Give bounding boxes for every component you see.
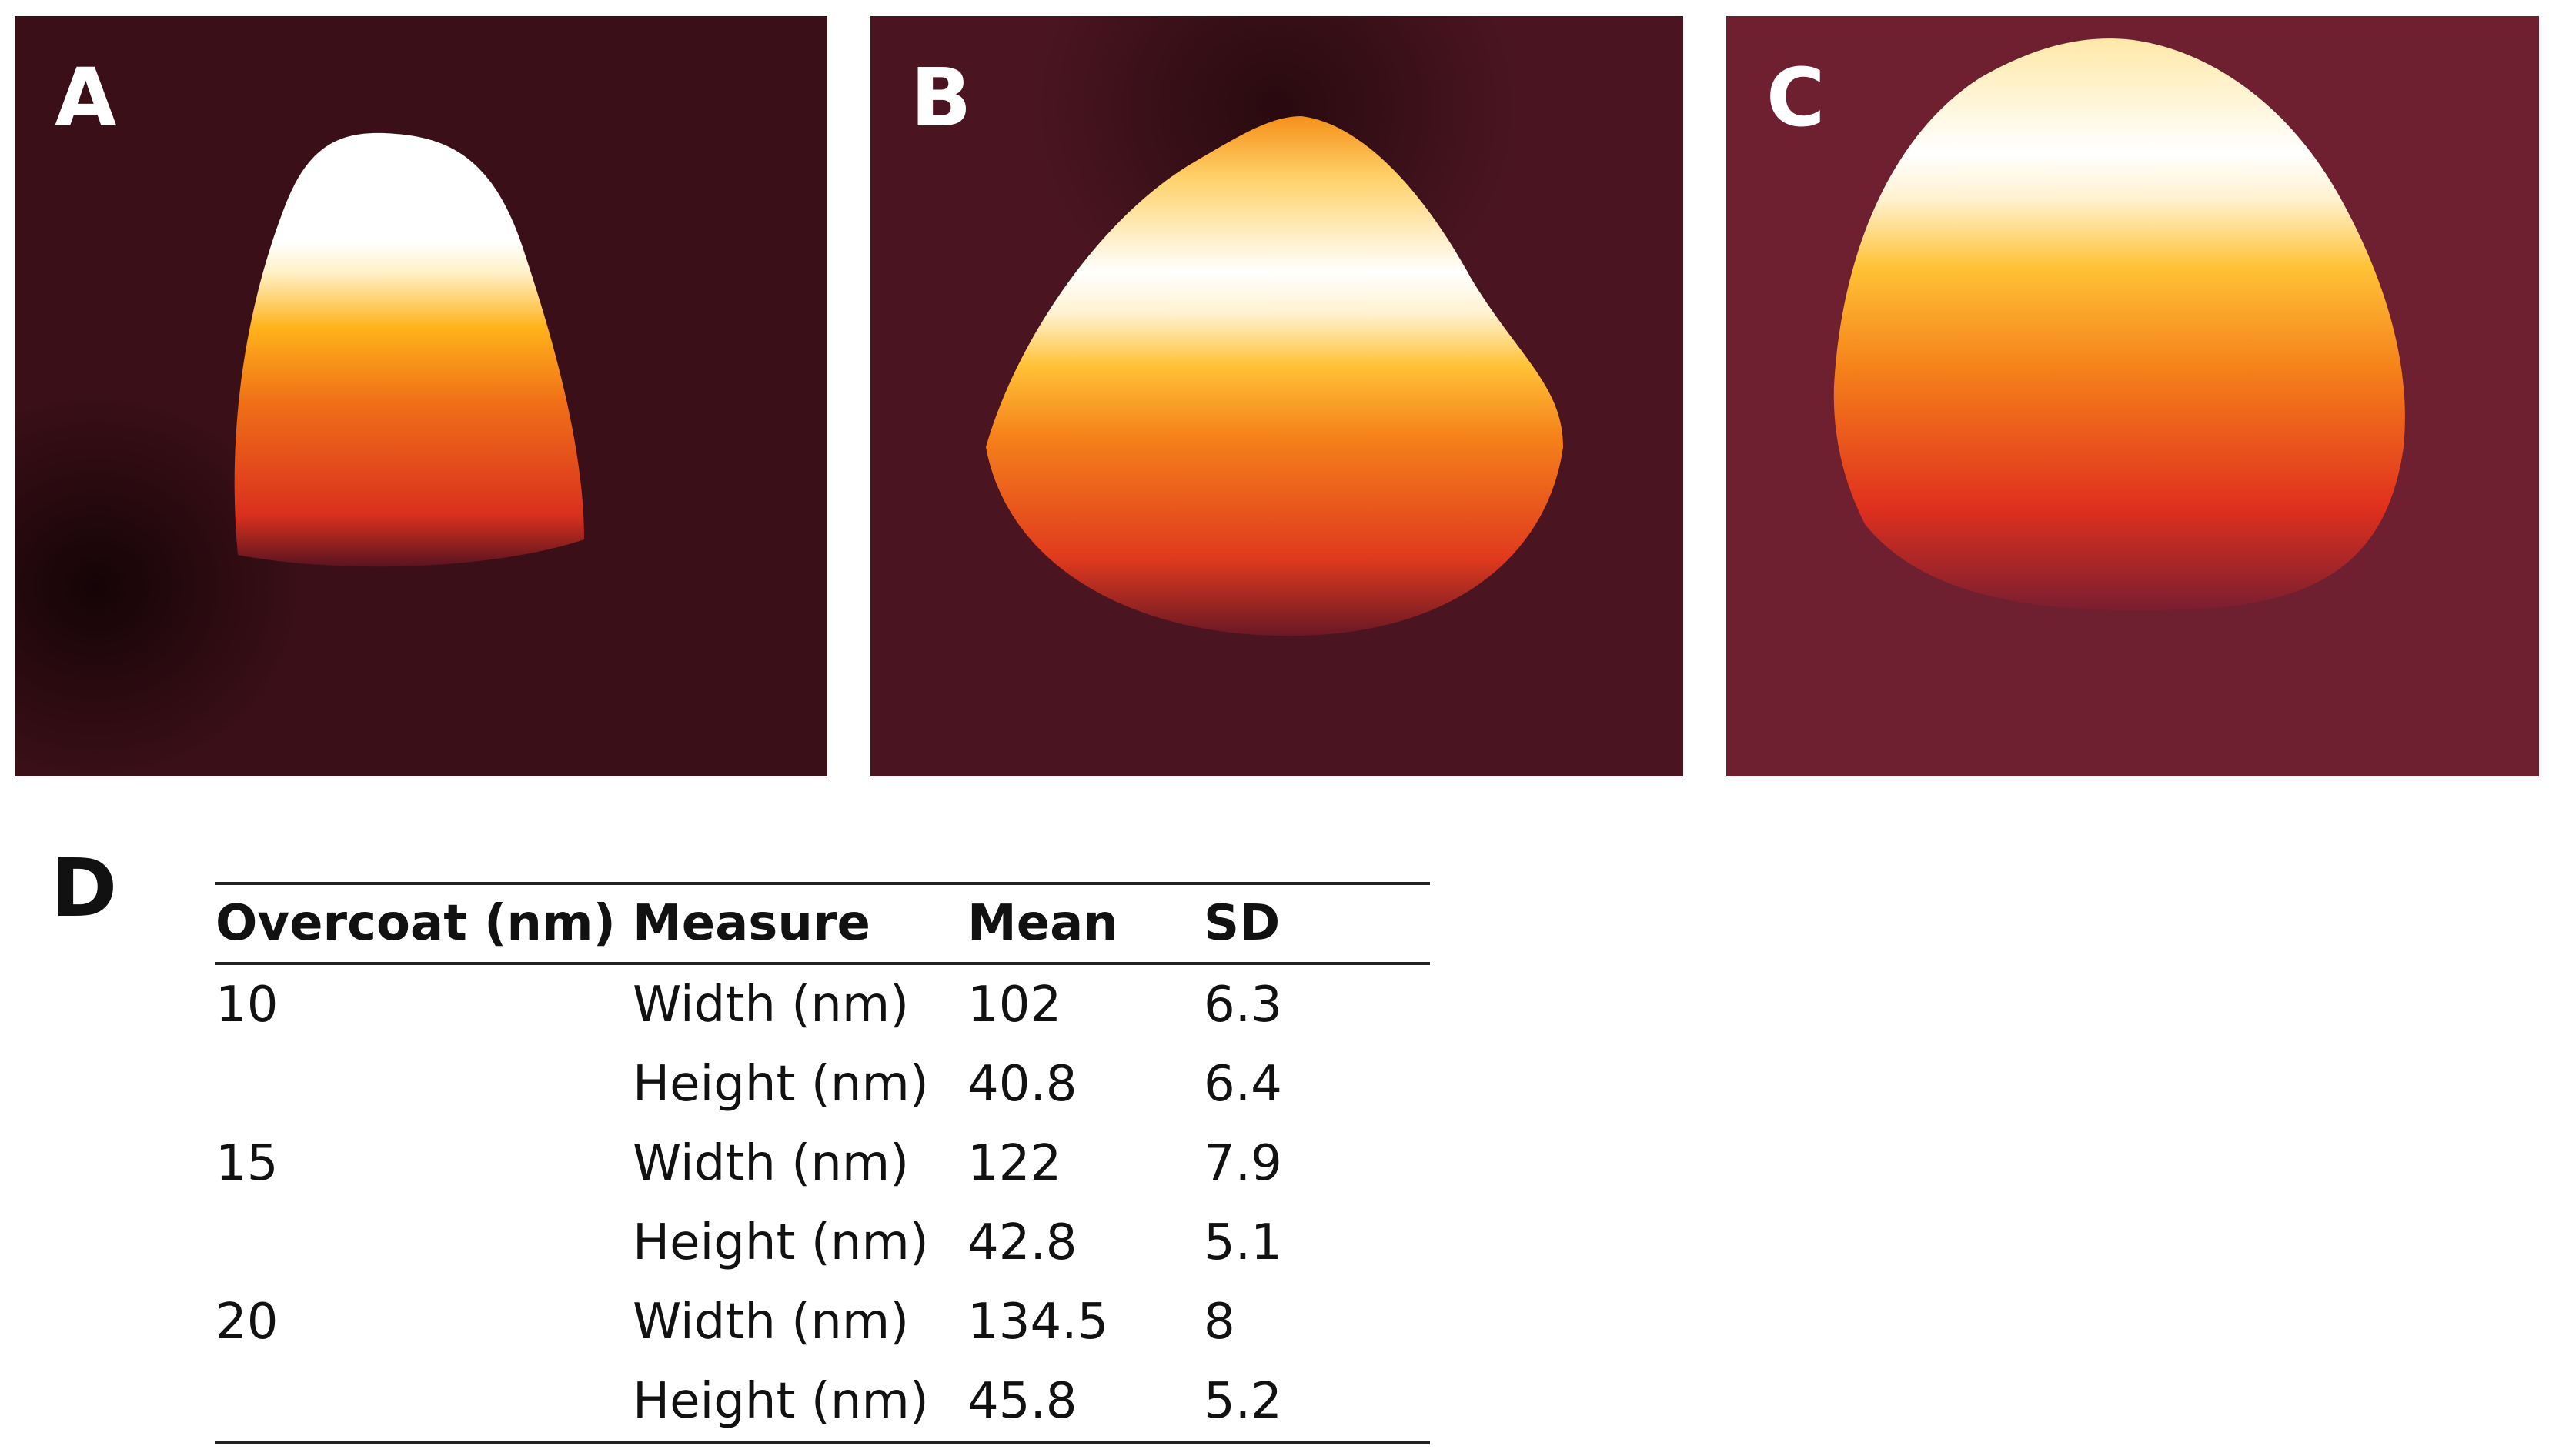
cell-measure: Width (nm) (633, 1134, 910, 1192)
panel-label-a: A (55, 51, 117, 145)
measurements-table: Overcoat (nm) Measure Mean SD 10 Width (… (215, 882, 1430, 1444)
header-sd: SD (1204, 895, 1281, 952)
table-row: Height (nm) 40.8 6.4 (215, 1044, 1430, 1124)
panel-label-c: C (1766, 51, 1826, 145)
table-row: Height (nm) 42.8 5.1 (215, 1203, 1430, 1282)
cell-mean: 122 (967, 1134, 1062, 1192)
header-mean: Mean (967, 895, 1118, 952)
nanostructure-peak (986, 116, 1563, 636)
table-row: 10 Width (nm) 102 6.3 (215, 963, 1430, 1044)
afm-image-a (15, 16, 827, 776)
cell-measure: Width (nm) (633, 1293, 910, 1351)
table-row: 15 Width (nm) 122 7.9 (215, 1124, 1430, 1203)
cell-mean: 40.8 (967, 1055, 1077, 1113)
cell-measure: Height (nm) (633, 1055, 929, 1113)
cell-overcoat: 20 (215, 1293, 279, 1351)
table-header-row: Overcoat (nm) Measure Mean SD (215, 883, 1430, 963)
cell-measure: Height (nm) (633, 1372, 929, 1430)
nanostructure-peak (234, 132, 584, 567)
cell-sd: 5.1 (1204, 1214, 1282, 1271)
afm-panel-b: B (870, 16, 1683, 776)
cell-sd: 6.3 (1204, 976, 1282, 1034)
cell-mean: 42.8 (967, 1214, 1077, 1271)
cell-mean: 45.8 (967, 1372, 1077, 1430)
cell-measure: Width (nm) (633, 976, 910, 1034)
cell-overcoat: 10 (215, 976, 279, 1034)
cell-sd: 5.2 (1204, 1372, 1282, 1430)
cell-measure: Height (nm) (633, 1214, 929, 1271)
header-overcoat: Overcoat (nm) (215, 895, 616, 952)
afm-image-c (1726, 16, 2539, 776)
cell-overcoat (215, 1361, 633, 1443)
afm-panel-c: C (1726, 16, 2539, 776)
header-measure: Measure (633, 895, 870, 952)
cell-mean: 102 (967, 976, 1062, 1034)
cell-sd: 8 (1204, 1293, 1235, 1351)
table-row: Height (nm) 45.8 5.2 (215, 1361, 1430, 1443)
cell-overcoat: 15 (215, 1134, 279, 1192)
table-row: 20 Width (nm) 134.5 8 (215, 1282, 1430, 1361)
cell-mean: 134.5 (967, 1293, 1109, 1351)
panel-label-b: B (910, 51, 972, 145)
afm-panel-a: A (15, 16, 827, 776)
cell-overcoat (215, 1203, 633, 1282)
cell-sd: 7.9 (1204, 1134, 1282, 1192)
panel-label-d: D (51, 841, 118, 935)
cell-sd: 6.4 (1204, 1055, 1282, 1113)
afm-image-b (870, 16, 1683, 776)
cell-overcoat (215, 1044, 633, 1124)
nanostructure-peak (1833, 38, 2405, 611)
